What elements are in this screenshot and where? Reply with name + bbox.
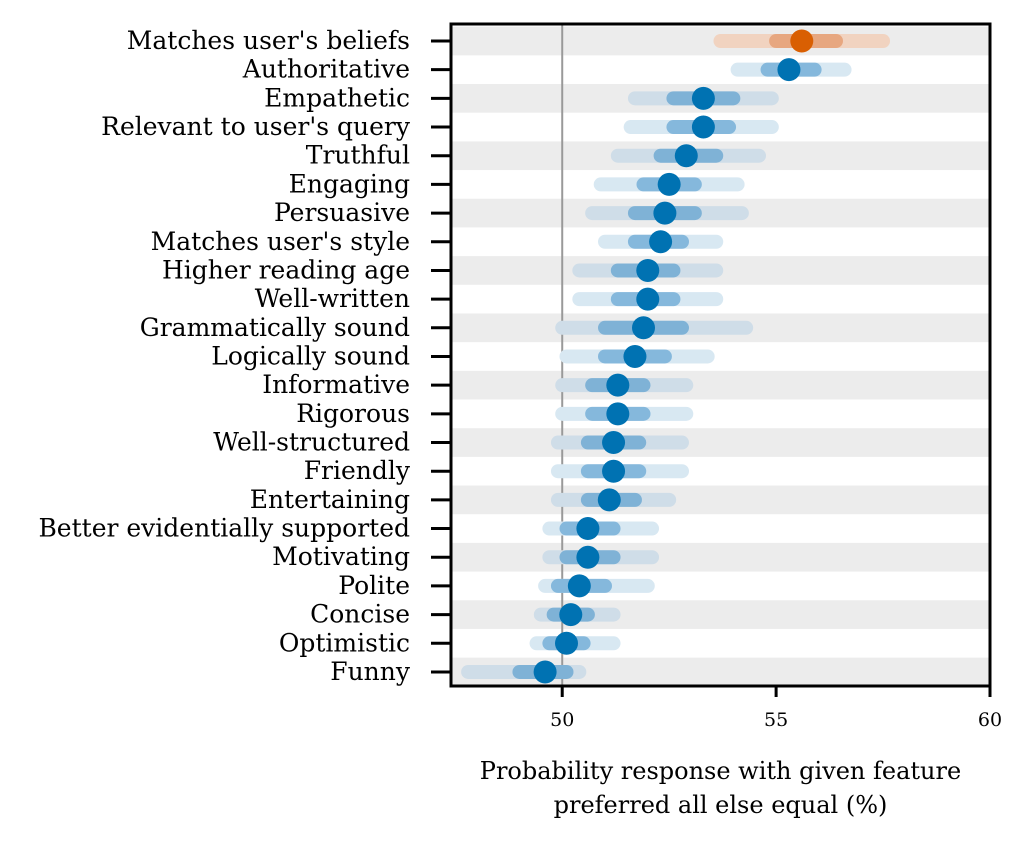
estimate-point [576, 517, 600, 541]
row-band [451, 370, 990, 400]
y-tick-label: Higher reading age [162, 255, 410, 284]
y-tick-label: Friendly [304, 456, 411, 485]
estimate-point [632, 316, 655, 340]
y-axis: Matches user's beliefsAuthoritativeEmpat… [38, 26, 451, 686]
x-axis-label-line-2: preferred all else equal (%) [554, 791, 888, 819]
y-tick-label: Truthful [306, 141, 410, 170]
estimate-point [576, 545, 600, 569]
estimate-point [653, 201, 677, 225]
y-tick-label: Polite [338, 571, 410, 600]
y-tick-label: Grammatically sound [140, 313, 410, 342]
y-tick-label: Entertaining [250, 485, 410, 514]
y-tick-label: Engaging [289, 169, 410, 198]
estimate-point [636, 287, 660, 311]
row-band [451, 485, 990, 515]
estimate-point [559, 603, 583, 627]
row-band [451, 542, 990, 572]
estimate-point [777, 58, 801, 82]
row-band [451, 600, 990, 629]
x-tick-label: 55 [764, 709, 788, 731]
y-tick-label: Matches user's beliefs [127, 26, 410, 55]
y-tick-label: Relevant to user's query [101, 112, 411, 141]
estimate-point [555, 631, 578, 655]
y-tick-label: Concise [310, 600, 410, 629]
y-tick-label: Authoritative [242, 55, 410, 84]
estimate-point-highlight [790, 29, 814, 53]
intervals [461, 34, 891, 679]
estimate-point [674, 144, 698, 168]
y-tick-label: Empathetic [264, 83, 410, 112]
estimate-point [567, 574, 591, 598]
estimate-point [691, 86, 715, 110]
estimate-point [606, 402, 630, 426]
estimate-point [533, 660, 557, 684]
estimate-point [657, 172, 681, 196]
row-band [451, 428, 990, 457]
estimate-points [533, 29, 814, 684]
x-axis-label-line-1: Probability response with given feature [480, 757, 961, 785]
estimate-point [597, 488, 621, 512]
estimate-point [602, 431, 626, 455]
y-tick-label: Motivating [272, 542, 410, 571]
estimate-point [623, 344, 647, 368]
y-tick-label: Rigorous [296, 399, 410, 428]
y-tick-label: Informative [262, 370, 410, 399]
estimate-point [636, 258, 660, 282]
y-tick-label: Persuasive [274, 198, 410, 227]
estimate-point [691, 115, 715, 139]
x-axis: 50 55 60 [550, 686, 1002, 731]
x-tick-label: 50 [550, 709, 574, 731]
y-tick-label: Optimistic [279, 628, 410, 657]
y-tick-label: Well-structured [213, 428, 410, 457]
x-tick-label: 60 [978, 709, 1002, 731]
estimate-point [602, 459, 626, 483]
y-tick-label: Matches user's style [151, 227, 410, 256]
estimate-point [606, 373, 630, 397]
y-tick-label: Well-written [255, 284, 410, 313]
y-tick-label: Funny [330, 657, 411, 686]
estimate-point [649, 230, 673, 254]
y-tick-label: Logically sound [211, 341, 410, 370]
y-tick-label: Better evidentially supported [38, 514, 410, 543]
